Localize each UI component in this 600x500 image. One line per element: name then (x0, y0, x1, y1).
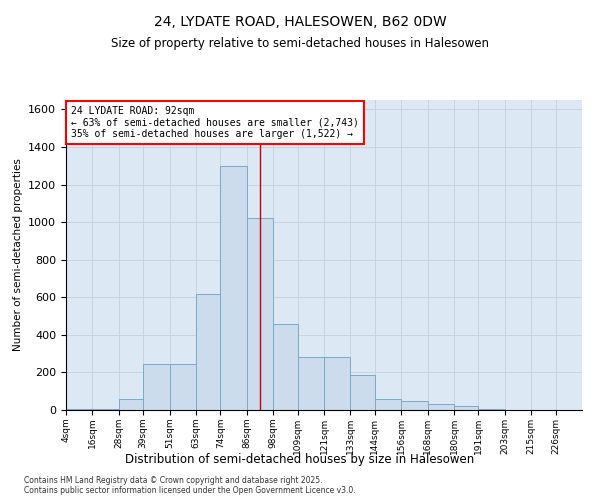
Bar (66, 409, 92, 410)
Bar (350, 375, 375, 410)
Text: Size of property relative to semi-detached houses in Halesowen: Size of property relative to semi-detach… (111, 38, 489, 51)
Bar (92, 409, 119, 410)
Bar (119, 398, 143, 410)
Bar (324, 358, 350, 410)
Bar (454, 406, 478, 410)
Bar (247, 218, 273, 410)
Bar (298, 358, 324, 410)
Bar (273, 324, 298, 410)
Text: 24 LYDATE ROAD: 92sqm
← 63% of semi-detached houses are smaller (2,743)
35% of s: 24 LYDATE ROAD: 92sqm ← 63% of semi-deta… (71, 106, 359, 140)
Bar (401, 400, 428, 410)
Bar (478, 409, 505, 410)
Text: Contains HM Land Registry data © Crown copyright and database right 2025.
Contai: Contains HM Land Registry data © Crown c… (24, 476, 356, 495)
Text: 24, LYDATE ROAD, HALESOWEN, B62 0DW: 24, LYDATE ROAD, HALESOWEN, B62 0DW (154, 15, 446, 29)
Bar (220, 166, 247, 410)
Bar (428, 404, 454, 410)
Bar (196, 294, 220, 410)
Y-axis label: Number of semi-detached properties: Number of semi-detached properties (13, 158, 23, 352)
Bar (170, 364, 196, 410)
Text: Distribution of semi-detached houses by size in Halesowen: Distribution of semi-detached houses by … (125, 452, 475, 466)
Bar (375, 398, 401, 410)
Bar (143, 364, 170, 410)
